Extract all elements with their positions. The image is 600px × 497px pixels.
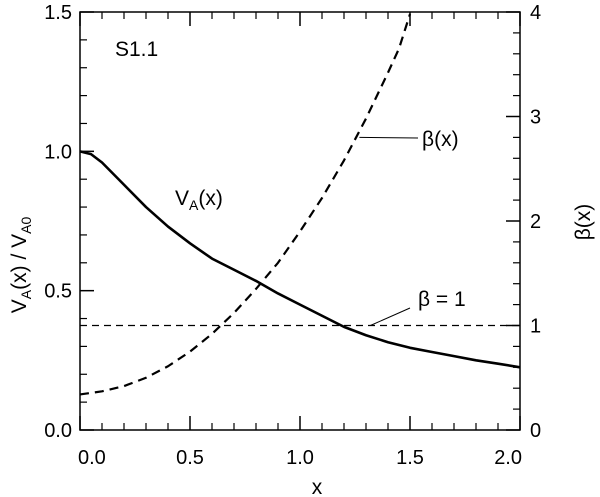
series-beta-one-leader (370, 307, 411, 326)
y-right-tick-label: 2 (530, 211, 541, 233)
y-right-tick-label: 0 (530, 420, 541, 442)
series-va-label-main: V (175, 187, 189, 210)
series-beta-label: β(x) (422, 128, 459, 151)
y-axis-title-left-mid: (x) / V (8, 234, 31, 290)
y-axis-title-left-main: V (8, 299, 31, 313)
y-axis-title-left-sub1: A (18, 289, 34, 299)
annotations: VA(x) β(x) β = 1 (175, 128, 466, 326)
x-tick-label: 0.0 (78, 447, 106, 469)
series-layer (79, 13, 521, 396)
x-tick-label: 1.0 (286, 447, 314, 469)
ticks: 0.0 0.5 1.0 1.5 2.0 0.0 0.5 1.0 1.5 0 1 2 3 4 (44, 2, 541, 469)
y-axis-title-left-sub2: A0 (18, 217, 34, 234)
x-tick-label: 1.5 (396, 447, 424, 469)
y-left-tick-label: 1.5 (44, 2, 72, 24)
series-beta-one-label: β = 1 (418, 288, 466, 311)
series-beta-leader (359, 136, 419, 139)
x-tick-label: 2.0 (494, 447, 522, 469)
y-right-tick-label: 4 (530, 2, 541, 24)
series-va-label-sub: A (189, 197, 199, 213)
plot-frame (79, 11, 521, 431)
plot-area: 0.0 0.5 1.0 1.5 2.0 0.0 0.5 1.0 1.5 0 1 2 3 4 VA(x) β(… (44, 2, 541, 469)
y-axis-title-right: β(x) (572, 204, 595, 241)
y-left-tick-label: 1.0 (44, 141, 72, 163)
y-left-tick-label: 0.0 (44, 420, 72, 442)
series-va-line (79, 150, 521, 369)
y-right-tick-label: 3 (530, 107, 541, 129)
series-va-label-tail: (x) (198, 187, 223, 210)
series-va-label: VA(x) (175, 187, 223, 213)
x-axis-title: x (312, 476, 323, 497)
y-axis-title-left: VA(x) / VA0 (8, 217, 34, 314)
y-left-tick-label: 0.5 (44, 281, 72, 303)
series-beta-line (79, 13, 412, 396)
x-tick-label: 0.5 (176, 447, 204, 469)
panel-label: S1.1 (115, 38, 158, 61)
y-right-tick-label: 1 (530, 316, 541, 338)
